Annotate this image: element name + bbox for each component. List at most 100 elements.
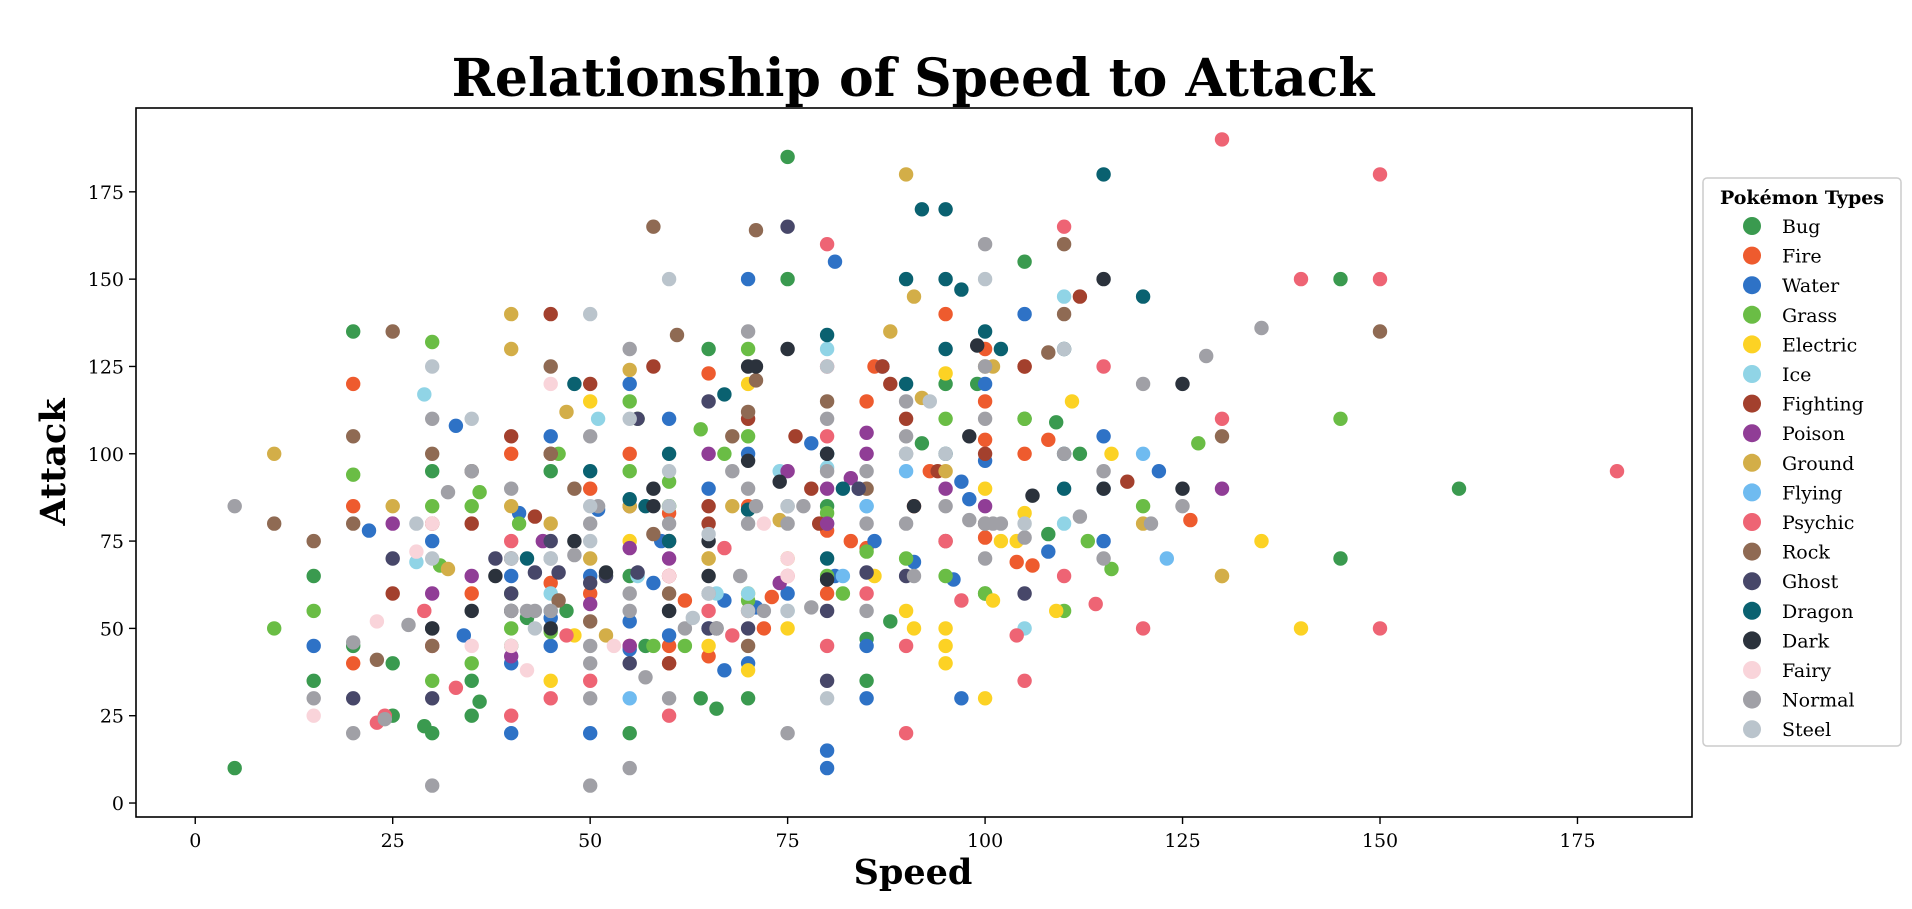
point-fighting (661, 656, 677, 671)
point-normal (583, 429, 598, 444)
legend-label-psychic: Psychic (1782, 512, 1854, 534)
point-steel (780, 499, 795, 514)
point-water (740, 271, 756, 287)
point-water (977, 376, 993, 392)
point-bug (914, 436, 930, 451)
point-bug (1333, 551, 1348, 566)
point-fairy (661, 568, 677, 584)
x-tick-label: 175 (1559, 830, 1595, 852)
point-fire (701, 649, 716, 664)
point-electric (906, 621, 922, 636)
point-dark (701, 568, 716, 584)
point-fighting (898, 411, 914, 426)
point-electric (1104, 446, 1119, 461)
legend-marker-poison (1743, 424, 1761, 443)
point-normal (819, 411, 835, 426)
point-grass (740, 341, 756, 357)
point-dragon (583, 464, 598, 479)
point-electric (993, 533, 1009, 549)
y-tick-label: 50 (100, 618, 124, 640)
point-grass (425, 499, 440, 514)
point-dragon (819, 551, 835, 566)
point-bug (859, 673, 874, 688)
point-psychic (954, 593, 969, 608)
point-dark (464, 603, 479, 619)
point-grass (464, 656, 479, 671)
y-tick-label: 75 (100, 531, 124, 553)
point-dragon (819, 327, 835, 343)
point-normal (583, 778, 598, 793)
legend-marker-electric (1743, 335, 1761, 354)
point-bug (622, 726, 637, 741)
point-normal (859, 516, 874, 531)
point-ground (906, 289, 922, 304)
point-grass (938, 568, 953, 584)
point-grass (819, 505, 835, 521)
point-normal (227, 499, 242, 514)
point-flying (859, 499, 874, 514)
point-psychic (1088, 596, 1103, 612)
point-poison (464, 568, 479, 584)
legend-label-flying: Flying (1782, 482, 1842, 504)
point-psychic (1017, 673, 1032, 688)
point-ice (417, 387, 432, 402)
point-fairy (780, 551, 795, 566)
point-fighting (1017, 359, 1032, 374)
point-dark (598, 565, 614, 580)
point-normal (1072, 509, 1088, 524)
point-electric (938, 621, 953, 636)
point-water (646, 575, 661, 591)
legend-label-steel: Steel (1782, 719, 1831, 741)
point-fighting (504, 429, 519, 444)
point-ghost (543, 533, 558, 549)
point-psychic (1056, 568, 1072, 584)
point-psychic (819, 638, 835, 654)
point-ice (409, 554, 424, 570)
point-fairy (756, 516, 772, 531)
point-grass (898, 551, 914, 566)
point-dragon (1096, 167, 1111, 182)
point-grass (717, 446, 732, 461)
point-normal (780, 726, 795, 741)
x-axis-label: Speed (854, 852, 973, 893)
legend-label-fire: Fire (1782, 246, 1822, 268)
point-psychic (898, 638, 914, 654)
point-fairy (369, 614, 385, 629)
point-ground (938, 464, 953, 479)
point-steel (922, 394, 937, 409)
point-fire (938, 306, 953, 322)
legend-label-fairy: Fairy (1782, 660, 1831, 682)
point-normal (504, 481, 519, 496)
point-dark (543, 621, 558, 636)
legend-label-bug: Bug (1782, 216, 1820, 238)
point-ground (267, 446, 282, 461)
point-psychic (504, 533, 519, 549)
point-bug (346, 324, 361, 339)
point-ground (504, 306, 519, 322)
point-ground (883, 324, 898, 339)
point-normal (740, 324, 756, 339)
point-steel (701, 526, 716, 542)
point-bug (693, 691, 708, 706)
point-fire (661, 638, 677, 654)
point-psychic (559, 628, 574, 643)
point-fire (583, 586, 598, 601)
point-water (622, 376, 637, 392)
point-steel (938, 446, 953, 461)
point-bug (780, 149, 795, 165)
point-fire (843, 533, 858, 549)
point-rock (306, 533, 321, 549)
point-grass (425, 673, 440, 688)
point-fire (346, 499, 361, 514)
point-poison (661, 551, 677, 566)
point-steel (425, 359, 440, 374)
point-bug (227, 760, 242, 776)
point-bug (938, 376, 953, 392)
point-ground (1214, 568, 1230, 584)
point-fire (583, 481, 598, 496)
point-fighting (875, 359, 890, 374)
point-steel (819, 691, 835, 706)
point-poison (819, 481, 835, 496)
point-poison (622, 540, 637, 556)
